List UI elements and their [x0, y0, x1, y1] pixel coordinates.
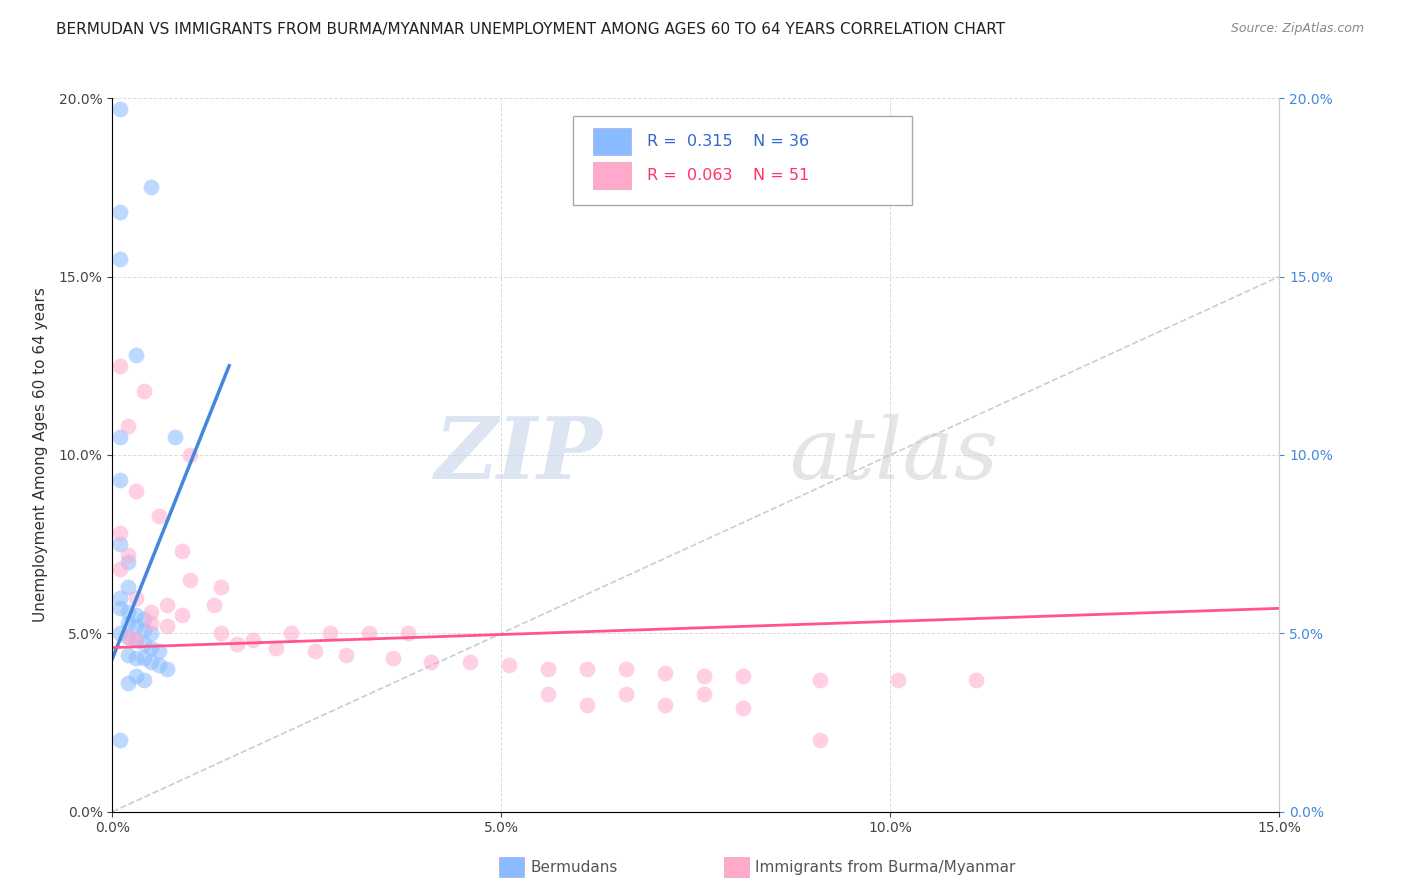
Point: [125, 633, 148, 648]
Point: [125, 669, 148, 683]
Text: BERMUDAN VS IMMIGRANTS FROM BURMA/MYANMAR UNEMPLOYMENT AMONG AGES 60 TO 64 YEARS: BERMUDAN VS IMMIGRANTS FROM BURMA/MYANMA…: [56, 22, 1005, 37]
Point: [125, 619, 148, 633]
Point: [460, 655, 482, 669]
Bar: [593, 162, 631, 189]
Point: [693, 687, 716, 701]
Point: [125, 591, 148, 605]
Point: [359, 626, 381, 640]
Point: [110, 102, 132, 116]
Point: [280, 626, 302, 640]
Point: [125, 348, 148, 362]
Point: [141, 640, 163, 655]
Point: [381, 651, 404, 665]
Point: [172, 544, 194, 558]
Point: [117, 555, 139, 569]
Text: R =  0.315    N = 36: R = 0.315 N = 36: [647, 134, 808, 149]
Point: [110, 526, 132, 541]
Text: Source: ZipAtlas.com: Source: ZipAtlas.com: [1230, 22, 1364, 36]
Text: Bermudans: Bermudans: [530, 860, 617, 874]
Point: [117, 630, 139, 644]
Point: [335, 648, 357, 662]
Point: [537, 687, 560, 701]
Point: [141, 605, 163, 619]
Bar: [593, 128, 631, 155]
FancyBboxPatch shape: [574, 116, 912, 205]
Point: [179, 448, 201, 462]
Text: ZIP: ZIP: [434, 413, 603, 497]
Point: [498, 658, 520, 673]
Point: [110, 252, 132, 266]
Point: [810, 733, 832, 747]
Text: atlas: atlas: [789, 414, 998, 496]
Point: [117, 419, 139, 434]
Text: R =  0.063    N = 51: R = 0.063 N = 51: [647, 169, 810, 184]
Point: [148, 658, 170, 673]
Point: [141, 626, 163, 640]
Text: Immigrants from Burma/Myanmar: Immigrants from Burma/Myanmar: [755, 860, 1015, 874]
Point: [172, 608, 194, 623]
Point: [156, 662, 179, 676]
Point: [319, 626, 342, 640]
Point: [132, 673, 155, 687]
Point: [132, 384, 155, 398]
Point: [156, 598, 179, 612]
Y-axis label: Unemployment Among Ages 60 to 64 years: Unemployment Among Ages 60 to 64 years: [32, 287, 48, 623]
Point: [731, 701, 754, 715]
Point: [125, 483, 148, 498]
Point: [132, 623, 155, 637]
Point: [614, 662, 637, 676]
Point: [110, 430, 132, 444]
Point: [209, 580, 232, 594]
Point: [110, 601, 132, 615]
Point: [141, 180, 163, 194]
Point: [117, 605, 139, 619]
Point: [576, 662, 599, 676]
Point: [132, 637, 155, 651]
Point: [141, 615, 163, 630]
Point: [209, 626, 232, 640]
Point: [148, 508, 170, 523]
Point: [125, 633, 148, 648]
Point: [304, 644, 326, 658]
Point: [132, 651, 155, 665]
Point: [125, 651, 148, 665]
Point: [396, 626, 419, 640]
Point: [110, 733, 132, 747]
Point: [163, 430, 186, 444]
Point: [576, 698, 599, 712]
Point: [110, 562, 132, 576]
Point: [117, 676, 139, 690]
Point: [264, 640, 287, 655]
Point: [110, 591, 132, 605]
Point: [110, 473, 132, 487]
Point: [179, 573, 201, 587]
Point: [614, 687, 637, 701]
Point: [731, 669, 754, 683]
Point: [125, 608, 148, 623]
Point: [226, 637, 249, 651]
Point: [117, 615, 139, 630]
Point: [654, 665, 676, 680]
Point: [141, 655, 163, 669]
Point: [654, 698, 676, 712]
Point: [887, 673, 910, 687]
Point: [420, 655, 443, 669]
Point: [242, 633, 264, 648]
Point: [202, 598, 225, 612]
Point: [117, 548, 139, 562]
Point: [117, 630, 139, 644]
Point: [117, 580, 139, 594]
Point: [110, 626, 132, 640]
Point: [132, 612, 155, 626]
Point: [965, 673, 987, 687]
Point: [110, 359, 132, 373]
Point: [110, 537, 132, 551]
Point: [110, 205, 132, 219]
Point: [693, 669, 716, 683]
Point: [148, 644, 170, 658]
Point: [156, 619, 179, 633]
Point: [810, 673, 832, 687]
Point: [537, 662, 560, 676]
Point: [117, 648, 139, 662]
